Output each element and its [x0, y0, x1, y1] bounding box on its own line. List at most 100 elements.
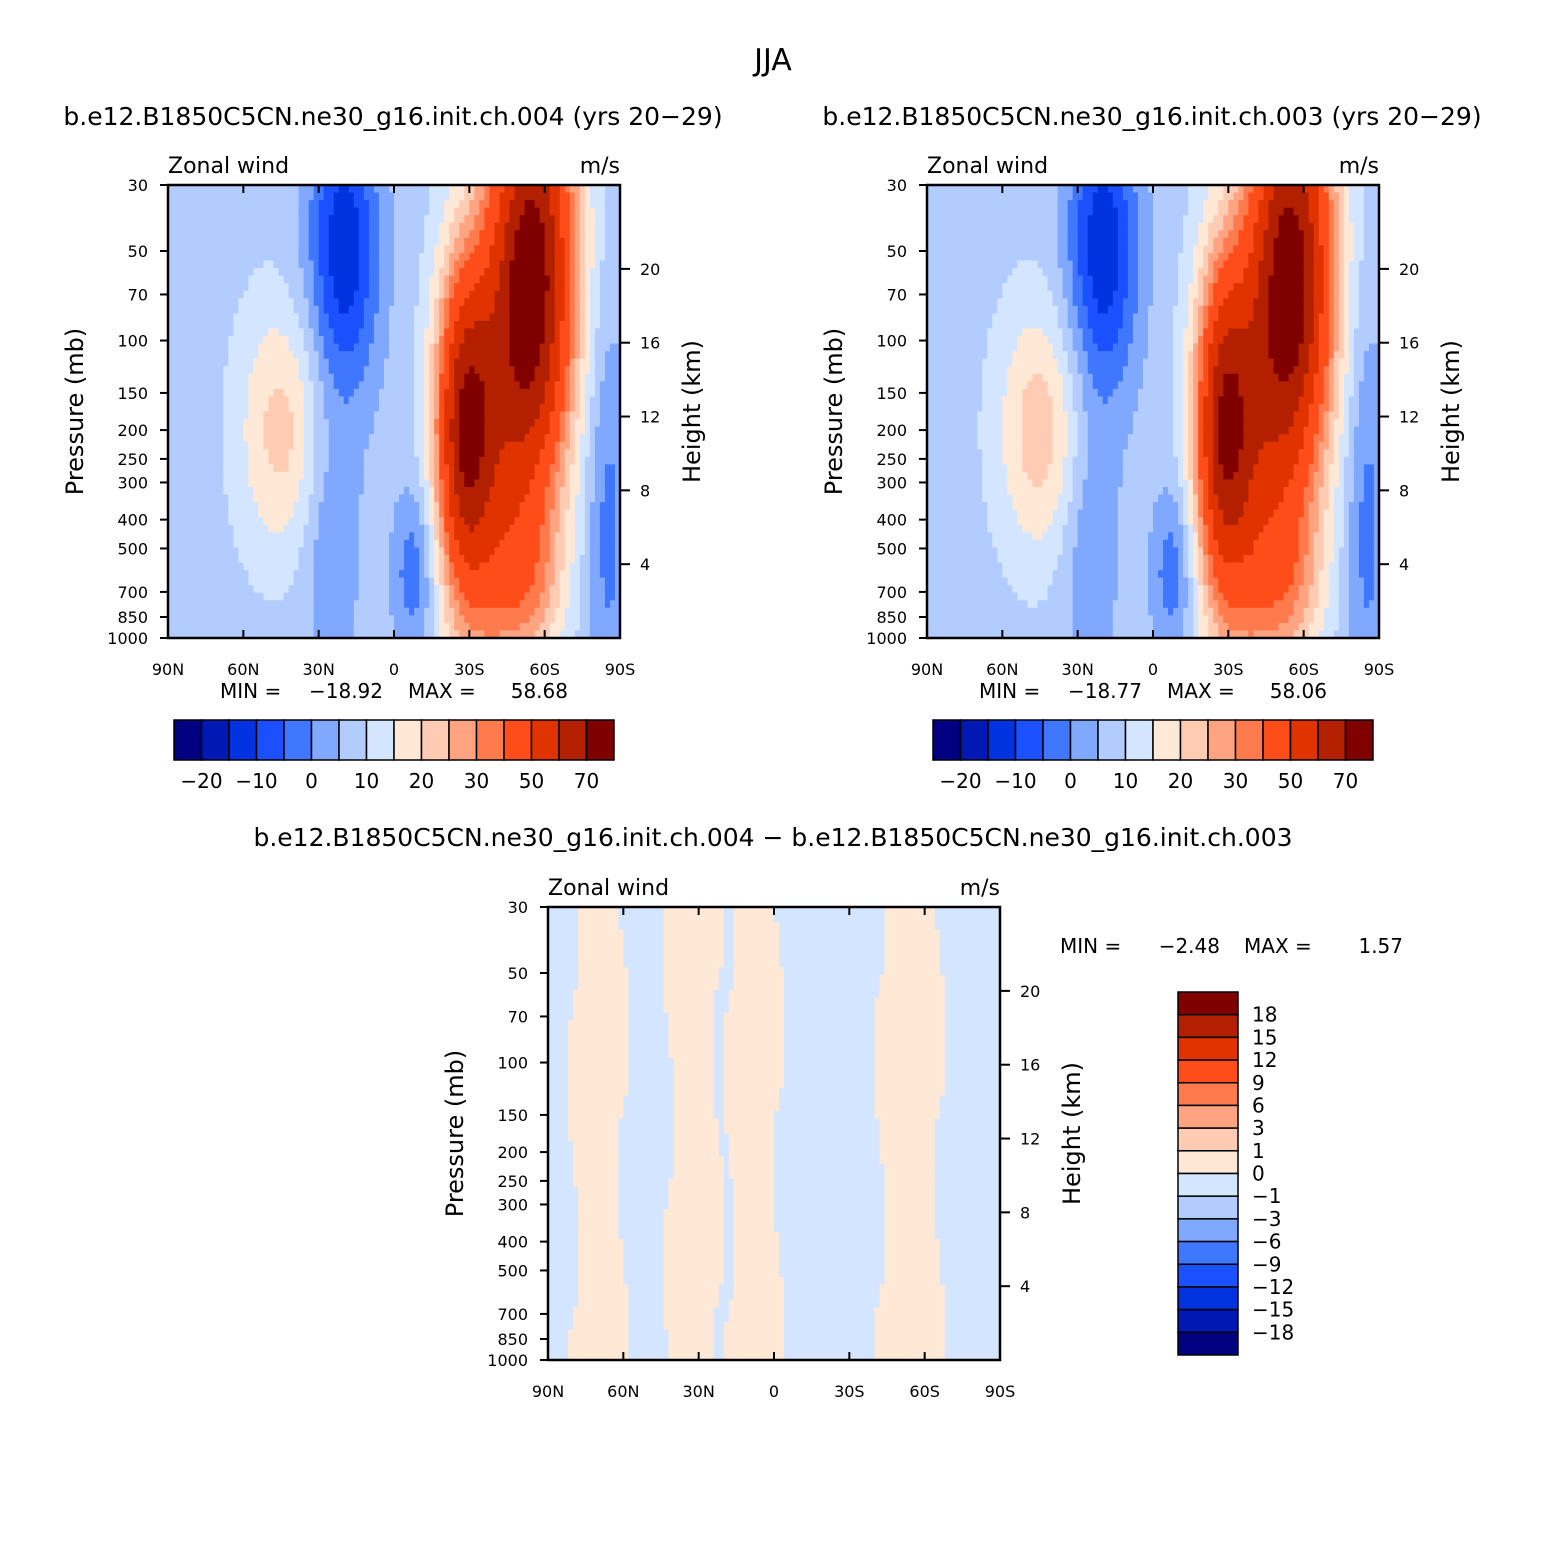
field-cell [510, 306, 516, 314]
field-cell [409, 510, 415, 518]
field-cell [550, 615, 556, 623]
field-cell [469, 600, 475, 608]
field-cell [479, 585, 485, 593]
field-cell [484, 434, 490, 442]
field-cell [585, 200, 591, 208]
field-cell [469, 479, 475, 487]
field-cell [575, 487, 581, 495]
field-cell [474, 570, 480, 578]
field-cell [349, 366, 355, 374]
field-cell [173, 578, 179, 586]
field-cell [489, 328, 495, 336]
field-cell [213, 276, 219, 284]
field-cell [354, 336, 360, 344]
field-cell [560, 585, 566, 593]
field-cell [233, 510, 239, 518]
field-cell [228, 208, 234, 216]
field-cell [459, 563, 465, 571]
field-cell [469, 615, 475, 623]
field-cell [389, 547, 395, 555]
field-cell [349, 434, 355, 442]
field-cell [444, 366, 450, 374]
field-cell [299, 321, 305, 329]
field-cell [314, 495, 320, 503]
field-cell [409, 570, 415, 578]
field-cell [198, 261, 204, 269]
field-cell [324, 344, 330, 352]
field-cell [555, 510, 561, 518]
field-cell [334, 223, 340, 231]
field-cell [575, 381, 581, 389]
field-cell [389, 600, 395, 608]
field-cell [203, 321, 209, 329]
field-cell [464, 472, 470, 480]
field-cell [278, 404, 284, 412]
field-cell [489, 374, 495, 382]
field-cell [479, 321, 485, 329]
field-cell [530, 547, 536, 555]
field-cell [555, 200, 561, 208]
field-cell [464, 442, 470, 450]
field-cell [540, 434, 546, 442]
field-cell [384, 449, 390, 457]
field-cell [525, 321, 531, 329]
field-cell [208, 328, 214, 336]
field-cell [203, 223, 209, 231]
field-cell [243, 298, 249, 306]
field-cell [580, 245, 586, 253]
field-cell [248, 396, 254, 404]
field-cell [309, 336, 315, 344]
field-cell [484, 623, 490, 631]
field-cell [379, 457, 385, 465]
field-cell [273, 472, 279, 480]
field-cell [535, 321, 541, 329]
field-cell [414, 608, 420, 616]
field-cell [530, 328, 536, 336]
field-cell [339, 276, 345, 284]
field-cell [354, 449, 360, 457]
field-cell [384, 479, 390, 487]
field-cell [344, 585, 350, 593]
field-cell [520, 623, 526, 631]
field-cell [243, 472, 249, 480]
field-cell [389, 449, 395, 457]
field-cell [243, 502, 249, 510]
field-cell [208, 525, 214, 533]
field-cell [419, 200, 425, 208]
field-cell [429, 381, 435, 389]
field-cell [560, 404, 566, 412]
field-cell [334, 283, 340, 291]
field-cell [339, 540, 345, 548]
field-cell [545, 434, 551, 442]
field-cell [535, 600, 541, 608]
field-cell [565, 276, 571, 284]
field-cell [294, 351, 300, 359]
field-cell [449, 510, 455, 518]
field-cell [504, 578, 510, 586]
field-cell [459, 570, 465, 578]
field-cell [238, 396, 244, 404]
field-cell [339, 283, 345, 291]
field-cell [585, 223, 591, 231]
field-cell [263, 578, 269, 586]
field-cell [525, 359, 531, 367]
field-cell [439, 434, 445, 442]
field-cell [449, 525, 455, 533]
field-cell [459, 472, 465, 480]
field-cell [178, 532, 184, 540]
field-cell [570, 223, 576, 231]
field-cell [540, 291, 546, 299]
field-cell [565, 442, 571, 450]
field-cell [359, 457, 365, 465]
field-cell [183, 585, 189, 593]
field-cell [319, 623, 325, 631]
field-cell [489, 313, 495, 321]
field-cell [329, 472, 335, 480]
field-cell [349, 389, 355, 397]
field-cell [329, 615, 335, 623]
field-cell [469, 593, 475, 601]
field-cell [258, 464, 264, 472]
field-cell [208, 366, 214, 374]
field-cell [545, 427, 551, 435]
field-cell [344, 336, 350, 344]
